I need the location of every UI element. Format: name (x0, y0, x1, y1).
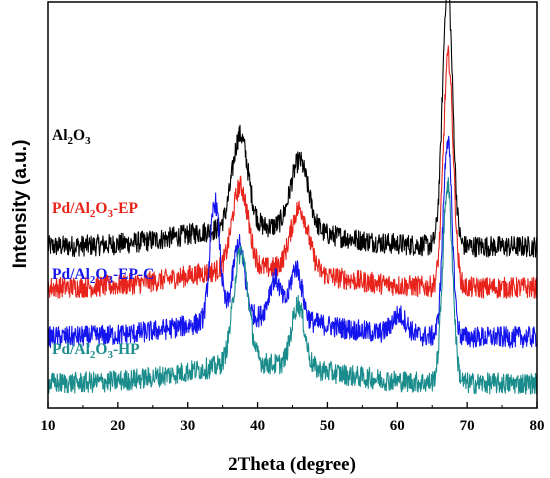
series-label-part: O (73, 127, 85, 144)
series-line-0 (47, 0, 538, 258)
series-label-3: Pd/Al2O3-HP (52, 341, 140, 361)
series-label-part: 2 (68, 135, 74, 147)
series-line-1 (47, 45, 538, 299)
series-label-part: O (95, 341, 107, 358)
series-label-part: O (95, 200, 107, 217)
x-tick-label: 80 (530, 418, 545, 434)
x-tick-label: 40 (250, 418, 265, 434)
series-line-2 (47, 135, 538, 349)
series-label-part: Pd/Al (52, 341, 91, 358)
series-label-part: Al (52, 127, 68, 144)
series-label-part: 2 (90, 274, 96, 286)
series-label-part: 3 (107, 274, 113, 286)
series-label-0: Al2O3 (52, 127, 91, 147)
series-label-part: 3 (107, 208, 113, 220)
x-tick-label: 30 (180, 418, 195, 434)
series-group (47, 0, 538, 395)
series-label-part: 2 (90, 349, 96, 361)
series-label-part: -HP (113, 341, 140, 358)
series-label-part: -EP-C (113, 266, 154, 283)
series-line-3 (47, 177, 538, 395)
x-tick-label: 20 (110, 418, 125, 434)
series-label-part: O (95, 266, 107, 283)
x-tick-label: 70 (460, 418, 475, 434)
x-axis: 10 20 30 40 50 60 70 80 (41, 402, 545, 434)
series-label-2: Pd/Al2O3-EP-C (52, 266, 154, 286)
x-tick-label: 60 (390, 418, 405, 434)
series-label-part: 2 (90, 208, 96, 220)
series-label-part: 3 (85, 135, 91, 147)
x-tick-label: 50 (320, 418, 335, 434)
series-label-part: 3 (107, 349, 113, 361)
series-label-part: Pd/Al (52, 266, 91, 283)
series-label-1: Pd/Al2O3-EP (52, 200, 138, 220)
x-axis-title: 2Theta (degree) (228, 454, 356, 475)
series-label-part: -EP (113, 200, 139, 217)
y-axis-title: Intensity (a.u.) (10, 140, 31, 269)
series-label-part: Pd/Al (52, 200, 91, 217)
x-tick-label: 10 (41, 418, 56, 434)
